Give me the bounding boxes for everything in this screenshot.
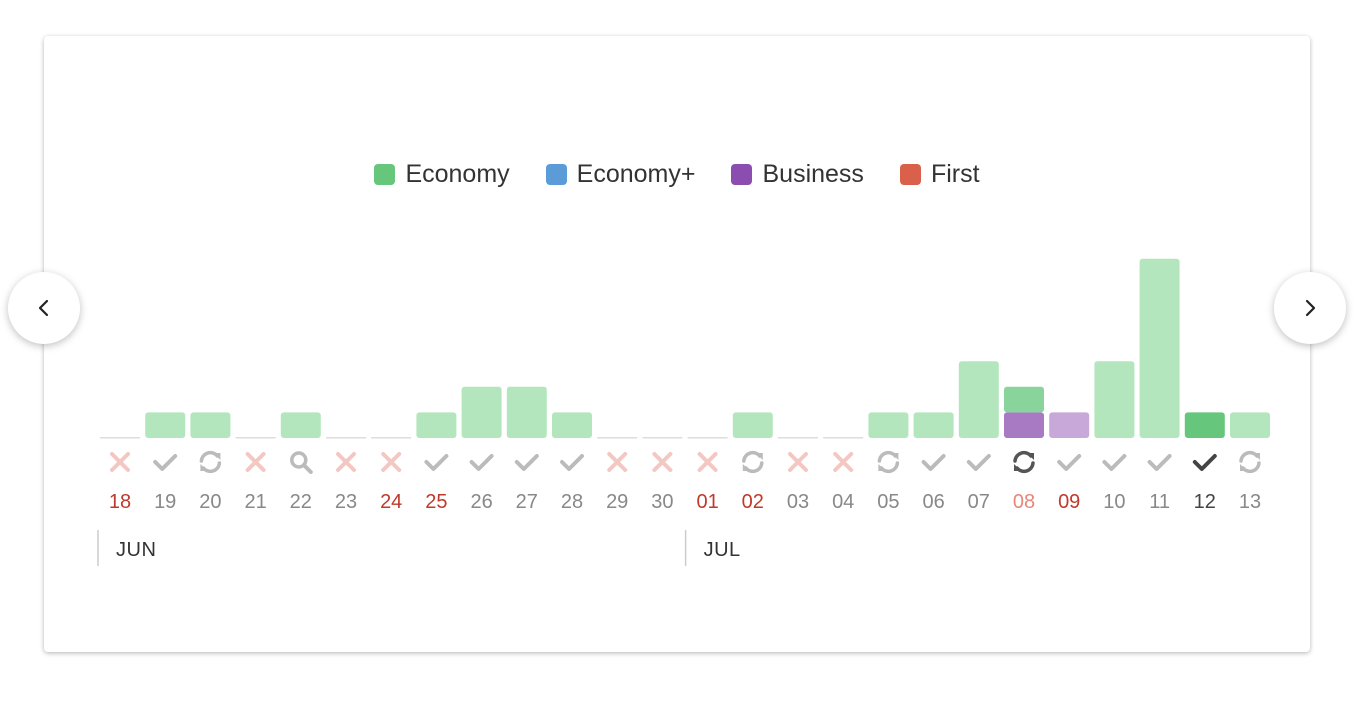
chevron-right-icon [1305,299,1316,317]
legend-swatch-first [899,164,921,185]
legend-item-economy-plus[interactable]: Economy+ [545,160,696,189]
previous-button[interactable] [8,272,80,344]
legend-item-economy[interactable]: Economy [374,160,510,189]
legend-label-economy: Economy [405,160,510,188]
next-button[interactable] [1274,272,1346,344]
chart-legend: Economy Economy+ Business First [44,160,1310,189]
chevron-left-icon [38,299,49,317]
legend-swatch-economy [374,164,396,185]
legend-swatch-business [731,164,753,185]
legend-swatch-economy-plus [545,164,567,185]
legend-label-first: First [930,160,980,188]
legend-item-first[interactable]: First [899,160,980,189]
chart-card: Economy Economy+ Business First [44,36,1310,652]
legend-item-business[interactable]: Business [731,160,864,189]
legend-label-economy-plus: Economy+ [576,160,696,188]
legend-label-business: Business [762,160,864,188]
